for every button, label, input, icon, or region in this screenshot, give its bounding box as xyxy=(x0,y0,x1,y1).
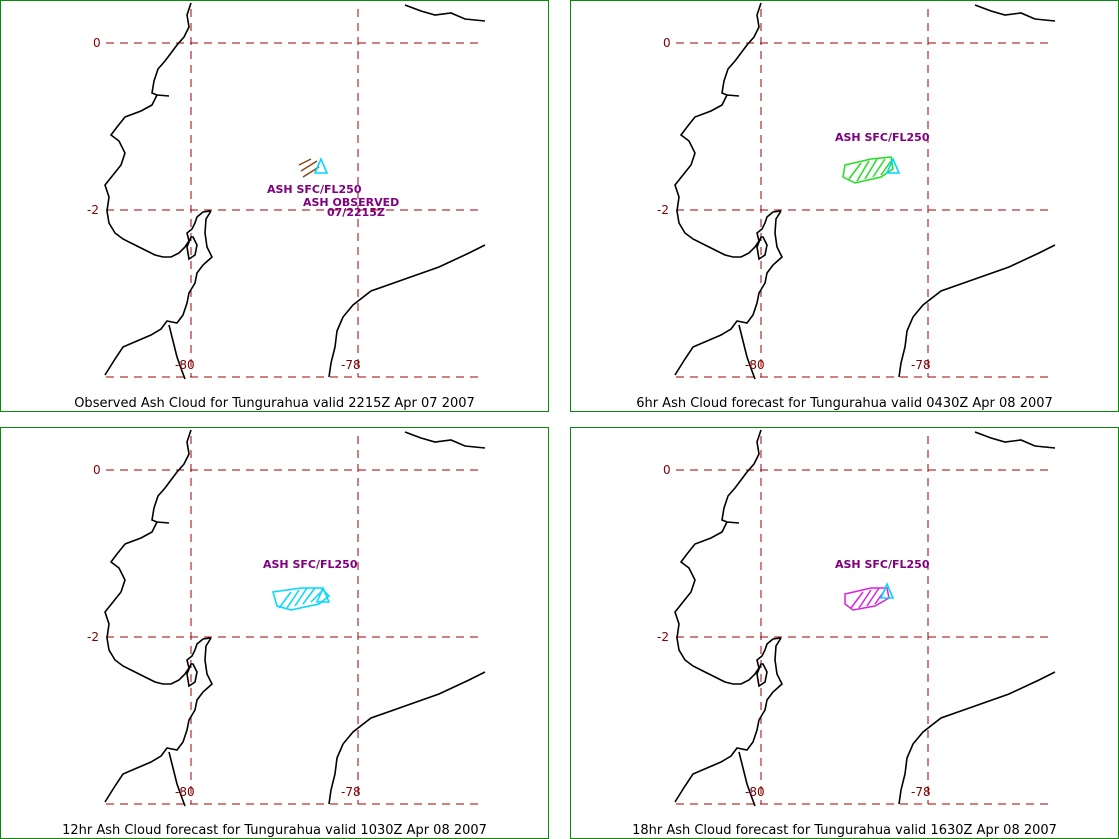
ash-cloud-observed xyxy=(298,158,320,178)
coastline xyxy=(674,429,1056,807)
grid-lines xyxy=(676,436,1049,805)
ash-label: ASH SFC/FL250 xyxy=(263,558,358,571)
lat-tick-minus2: -2 xyxy=(87,630,99,644)
lat-tick-0: 0 xyxy=(93,36,101,50)
lat-tick-minus2: -2 xyxy=(657,203,669,217)
grid-lines xyxy=(106,9,479,378)
map-panel-observed: 0 -2 -80 -78 ASH SFC/FL250 ASH OBSERVED … xyxy=(0,0,549,412)
map-canvas: 0 -2 -80 -78 ASH SFC/FL250 ASH OBSERVED … xyxy=(87,2,486,380)
lon-tick-minus80: -80 xyxy=(175,358,195,372)
map-canvas: 0 -2 -80 -78 ASH SFC/FL250 xyxy=(87,429,486,807)
panel-caption: 6hr Ash Cloud forecast for Tungurahua va… xyxy=(636,396,1053,411)
map-panel-6hr: 0 -2 -80 -78 ASH SFC/FL250 6hr Ash Cloud… xyxy=(570,0,1119,412)
coastline xyxy=(104,429,486,807)
lat-tick-minus2: -2 xyxy=(87,203,99,217)
ash-observed-time: 07/2215Z xyxy=(327,206,385,219)
coastline-west xyxy=(104,2,212,258)
ash-cloud-6hr xyxy=(842,156,894,184)
lon-tick-minus80: -80 xyxy=(745,785,765,799)
lon-tick-minus78: -78 xyxy=(341,358,361,372)
volcano-marker xyxy=(313,156,329,174)
lat-tick-0: 0 xyxy=(663,463,671,477)
volcano-marker xyxy=(885,156,901,174)
coastline xyxy=(104,2,486,380)
coastline-north-east xyxy=(404,4,486,22)
lon-tick-minus78: -78 xyxy=(341,785,361,799)
ash-observed-label: ASH OBSERVED xyxy=(303,196,399,209)
panel-caption: 12hr Ash Cloud forecast for Tungurahua v… xyxy=(62,823,487,838)
lon-tick-minus80: -80 xyxy=(745,358,765,372)
lat-tick-0: 0 xyxy=(663,36,671,50)
border-east xyxy=(328,244,486,378)
ash-label: ASH SFC/FL250 xyxy=(267,183,362,196)
map-panel-12hr: 0 -2 -80 -78 ASH SFC/FL250 12hr Ash Clou… xyxy=(0,427,549,839)
map-canvas: 0 -2 -80 -78 ASH SFC/FL250 xyxy=(657,2,1056,380)
grid-lines xyxy=(106,436,479,805)
map-panel-18hr: 0 -2 -80 -78 ASH SFC/FL250 18hr Ash Clou… xyxy=(570,427,1119,839)
ash-label: ASH SFC/FL250 xyxy=(835,558,930,571)
volcano-marker xyxy=(879,581,895,599)
lat-tick-0: 0 xyxy=(93,463,101,477)
ash-cloud-18hr xyxy=(844,587,890,611)
coastline-gulf xyxy=(104,210,213,376)
coastline-island xyxy=(186,236,198,261)
panel-caption: Observed Ash Cloud for Tungurahua valid … xyxy=(74,396,475,411)
coastline xyxy=(674,2,1056,380)
ash-cloud-12hr xyxy=(272,586,331,611)
lon-tick-minus78: -78 xyxy=(911,358,931,372)
grid-lines xyxy=(676,9,1049,378)
ash-label: ASH SFC/FL250 xyxy=(835,131,930,144)
panel-caption: 18hr Ash Cloud forecast for Tungurahua v… xyxy=(632,823,1057,838)
lon-tick-minus80: -80 xyxy=(175,785,195,799)
coastline-southern xyxy=(168,324,186,380)
lat-tick-minus2: -2 xyxy=(657,630,669,644)
map-canvas: 0 -2 -80 -78 ASH SFC/FL250 xyxy=(657,429,1056,807)
lon-tick-minus78: -78 xyxy=(911,785,931,799)
